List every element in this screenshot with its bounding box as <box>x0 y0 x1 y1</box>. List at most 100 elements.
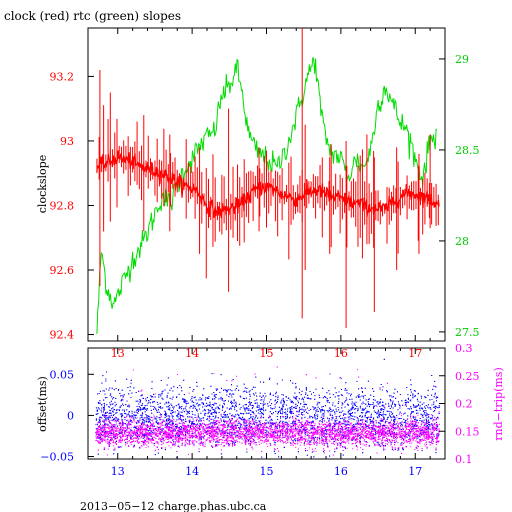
rnd-trip-point <box>384 448 386 450</box>
rnd-trip-point <box>345 430 347 432</box>
rnd-trip-point <box>362 443 364 445</box>
rnd-trip-point <box>353 436 355 438</box>
rnd-trip-point <box>403 434 405 436</box>
rnd-trip-point <box>370 429 372 430</box>
rnd-trip-point <box>96 439 98 441</box>
rnd-trip-point <box>385 425 387 426</box>
rnd-trip-point <box>245 441 247 443</box>
rnd-trip-point <box>127 423 129 425</box>
rnd-trip-point <box>145 436 147 438</box>
rnd-trip-point <box>292 443 294 445</box>
rnd-trip-point <box>254 431 256 433</box>
rnd-trip-point <box>324 450 326 451</box>
rnd-trip-point <box>204 425 206 427</box>
rnd-trip-point <box>335 441 337 443</box>
rnd-trip-point <box>174 441 176 443</box>
rnd-trip-point <box>125 427 127 429</box>
rnd-trip-point <box>305 408 307 410</box>
rnd-trip-point <box>306 421 308 423</box>
rnd-trip-point <box>309 435 311 437</box>
rnd-trip-point <box>186 428 188 430</box>
rnd-trip-point <box>150 439 152 441</box>
rnd-trip-point <box>380 429 382 431</box>
rnd-trip-point <box>297 434 299 436</box>
rnd-trip-point <box>165 427 167 429</box>
rnd-trip-point <box>287 423 289 425</box>
rnd-trip-point <box>350 430 352 432</box>
rnd-trip-point <box>276 429 278 431</box>
rnd-trip-point <box>212 439 214 441</box>
rnd-trip-point <box>304 431 305 433</box>
rnd-trip-point <box>337 437 339 439</box>
rnd-trip-point <box>437 436 439 438</box>
rnd-trip-point <box>397 424 399 426</box>
rnd-trip-point <box>171 430 173 432</box>
rnd-trip-point <box>167 422 169 424</box>
rnd-trip-point <box>141 445 143 447</box>
rnd-trip-point <box>401 432 403 434</box>
rnd-trip-point <box>355 443 357 445</box>
rnd-trip-point <box>113 429 115 431</box>
rnd-trip-point <box>251 405 252 406</box>
rnd-trip-point <box>157 442 159 444</box>
rnd-trip-point <box>290 426 292 428</box>
rnd-trip-point <box>293 419 295 421</box>
rnd-trip-point <box>339 423 341 425</box>
rnd-trip-point <box>113 445 115 447</box>
rnd-trip-point <box>134 425 136 427</box>
rnd-trip-point <box>230 440 232 442</box>
rnd-trip-point <box>342 429 344 431</box>
rnd-trip-point <box>231 380 233 382</box>
rnd-trip-point <box>411 427 413 428</box>
rnd-trip-point <box>356 437 358 439</box>
rnd-trip-point <box>154 434 156 436</box>
rnd-trip-point <box>153 436 155 438</box>
rnd-trip-point <box>418 432 420 434</box>
rnd-trip-point <box>295 438 296 439</box>
rnd-trip-point <box>109 415 111 417</box>
rnd-trip-point <box>431 442 432 443</box>
rnd-trip-point <box>297 437 299 439</box>
rnd-trip-point <box>356 439 358 441</box>
rnd-trip-point <box>180 432 182 434</box>
rnd-trip-point <box>213 439 214 440</box>
rnd-trip-point <box>211 435 213 436</box>
rnd-trip-point <box>343 439 345 441</box>
rnd-trip-point <box>401 431 403 433</box>
rnd-trip-point <box>295 446 297 448</box>
rnd-trip-point <box>213 373 215 375</box>
rnd-trip-point <box>103 434 104 436</box>
rnd-trip-point <box>232 430 234 432</box>
rnd-trip-point <box>413 439 415 441</box>
rnd-trip-point <box>228 445 230 447</box>
rnd-trip-point <box>232 423 234 425</box>
rnd-trip-point <box>326 431 328 433</box>
rnd-trip-point <box>293 441 294 443</box>
rnd-trip-point <box>404 404 406 406</box>
rnd-trip-point <box>145 432 147 434</box>
right-tick-label: 27.5 <box>455 326 480 339</box>
rnd-trip-point <box>121 430 123 432</box>
rnd-trip-point <box>132 369 134 371</box>
rnd-trip-point <box>316 438 318 440</box>
rnd-trip-point <box>422 427 424 429</box>
rnd-trip-point <box>182 433 184 435</box>
rnd-trip-point <box>263 437 264 439</box>
rnd-trip-point <box>251 424 253 426</box>
rnd-trip-point <box>273 438 274 440</box>
rnd-trip-point <box>381 434 383 436</box>
right-tick-label: 29 <box>455 53 469 66</box>
rnd-trip-point <box>136 434 138 436</box>
rnd-trip-point <box>352 429 354 431</box>
rnd-trip-point <box>220 432 221 434</box>
rnd-trip-point <box>415 438 417 440</box>
rnd-trip-point <box>115 430 116 432</box>
rnd-trip-point <box>378 437 380 438</box>
rnd-trip-point <box>232 422 234 424</box>
rnd-trip-point <box>99 428 101 430</box>
rnd-trip-point <box>347 432 348 434</box>
rnd-trip-point <box>246 432 248 434</box>
rnd-trip-point <box>393 439 395 441</box>
rnd-trip-point <box>111 439 113 441</box>
rnd-trip-point <box>118 431 120 432</box>
